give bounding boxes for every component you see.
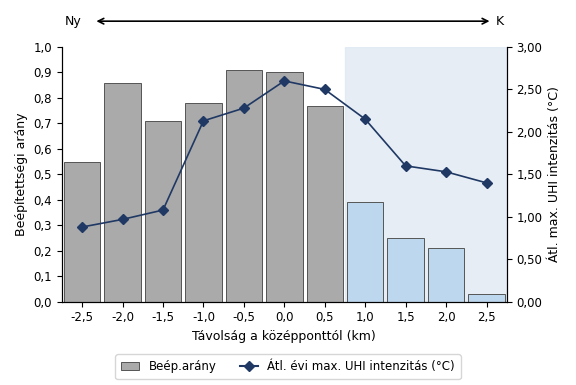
Bar	[185, 103, 222, 302]
Bar	[64, 162, 100, 302]
Bar	[347, 203, 384, 302]
Bar	[145, 121, 181, 302]
X-axis label: Távolság a középponttól (km): Távolság a középponttól (km)	[192, 330, 376, 343]
Text: Ny: Ny	[65, 15, 82, 28]
Bar	[104, 83, 141, 302]
Bar	[388, 238, 424, 302]
Bar	[468, 294, 505, 302]
Text: K: K	[496, 15, 504, 28]
Bar	[345, 47, 507, 302]
Bar	[226, 70, 262, 302]
Bar	[306, 105, 343, 302]
Bar	[266, 72, 302, 302]
Y-axis label: Beépítettségi arány: Beépítettségi arány	[15, 112, 28, 236]
Bar	[428, 248, 464, 302]
Y-axis label: Átl. max. UHI intenzitás (°C): Átl. max. UHI intenzitás (°C)	[548, 86, 561, 262]
Legend: Beép.arány, Átl. évi max. UHI intenzitás (°C): Beép.arány, Átl. évi max. UHI intenzitás…	[115, 354, 461, 379]
